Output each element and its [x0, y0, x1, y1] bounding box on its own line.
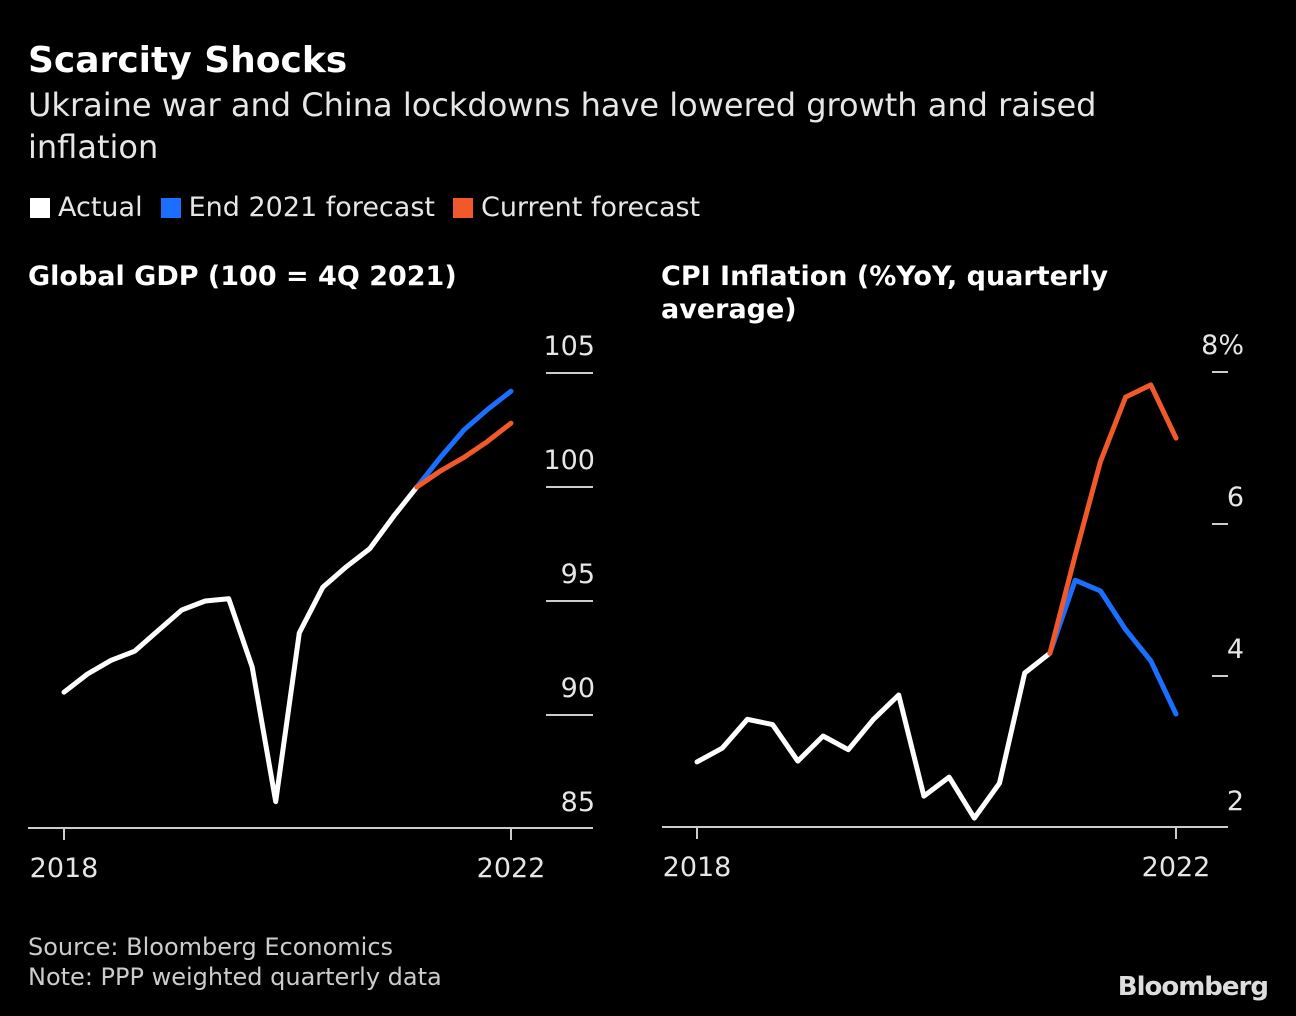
legend-item: Current forecast	[452, 192, 701, 223]
chart-title: Global GDP (100 = 4Q 2021)	[28, 261, 457, 292]
title: Scarcity Shocks	[28, 40, 348, 81]
y-tick-label: 8%	[1201, 330, 1244, 361]
y-tick-label: 90	[561, 673, 595, 704]
x-tick-label: 2022	[477, 853, 546, 884]
legend-label: End 2021 forecast	[188, 192, 435, 223]
series-line	[61, 484, 420, 805]
y-tick-label: 105	[543, 331, 595, 362]
legend-item: End 2021 forecast	[160, 192, 435, 223]
x-tick-label: 2018	[30, 853, 99, 884]
legend-item: Actual	[30, 192, 143, 223]
source: Source: Bloomberg Economics	[28, 933, 394, 961]
y-tick-label: 6	[1227, 482, 1244, 513]
chart-title: CPI Inflation (%YoY, quarterly average)	[661, 261, 1109, 325]
y-tick-label: 95	[561, 559, 595, 590]
legend-label: Current forecast	[480, 192, 701, 223]
x-tick-label: 2018	[663, 852, 732, 883]
series-line	[694, 650, 1053, 821]
y-tick-label: 2	[1227, 786, 1244, 817]
note: Note: PPP weighted quarterly data	[28, 963, 442, 991]
y-tick-label: 4	[1227, 634, 1244, 665]
brand: Bloomberg	[1117, 972, 1269, 1002]
footer: Source: Bloomberg Economics Note: PPP we…	[28, 932, 442, 992]
subtitle: Ukraine war and China lockdowns have low…	[28, 86, 1097, 166]
legend-swatch	[160, 197, 181, 218]
series-line	[1047, 382, 1179, 656]
y-tick-label: 85	[561, 787, 595, 818]
legend-swatch	[30, 197, 50, 218]
legend-swatch	[452, 197, 473, 218]
y-tick-label: 100	[543, 445, 595, 476]
series-line	[414, 420, 514, 490]
series-line	[414, 388, 514, 490]
legend-label: Actual	[58, 192, 143, 223]
series-line	[1047, 577, 1179, 717]
legend: Actual End 2021 forecast Current forecast	[30, 192, 700, 223]
x-tick-label: 2022	[1142, 852, 1211, 883]
